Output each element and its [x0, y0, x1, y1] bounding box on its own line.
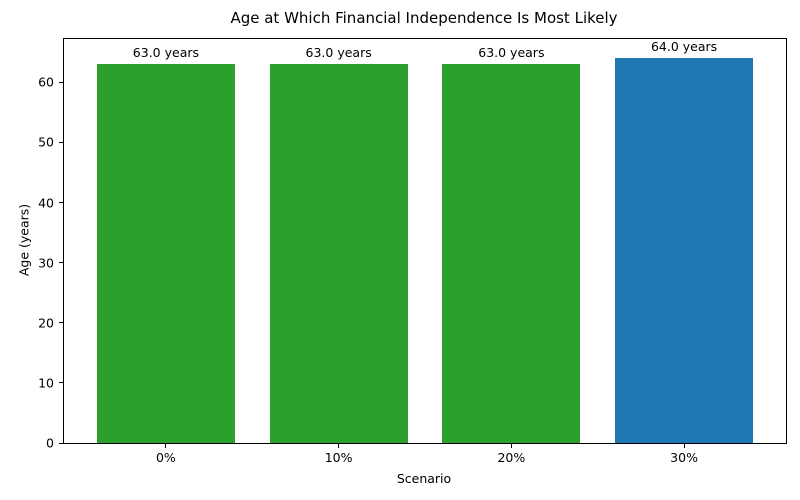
- bar-value-label: 63.0 years: [305, 45, 372, 61]
- bar-value-label: 63.0 years: [132, 45, 200, 61]
- y-tick-mark: [59, 382, 63, 384]
- x-tick-label: 30%: [670, 450, 698, 465]
- x-tick-mark: [338, 444, 340, 448]
- x-tick-mark: [165, 444, 167, 448]
- x-tick-mark: [683, 444, 685, 448]
- bar: [269, 64, 408, 443]
- chart-title: Age at Which Financial Independence Is M…: [230, 9, 618, 27]
- y-tick-label: 50: [38, 134, 54, 150]
- y-tick-mark: [59, 322, 63, 324]
- y-tick-mark: [59, 442, 63, 444]
- y-tick-mark: [59, 81, 63, 83]
- bar: [615, 58, 754, 443]
- x-tick-label: 20%: [497, 450, 526, 465]
- plot-area: 0 10 20 30 40 50 60 63.0 years 0% 63.0 years 10% 63…: [38, 38, 787, 465]
- y-tick-label: 40: [38, 195, 54, 211]
- bar-value-label: 63.0 years: [478, 45, 545, 61]
- y-tick-label: 60: [38, 74, 54, 90]
- y-tick-label: 10: [38, 375, 54, 391]
- y-tick-label: 30: [38, 255, 54, 271]
- y-tick-mark: [59, 141, 63, 143]
- y-tick-label: 20: [38, 315, 54, 331]
- bar-value-label: 64.0 years: [650, 39, 718, 55]
- y-tick-mark: [59, 262, 63, 264]
- x-tick-label: 10%: [324, 450, 353, 465]
- y-tick-label: 0: [46, 435, 54, 451]
- bar: [442, 64, 581, 443]
- x-tick-label: 0%: [155, 450, 176, 465]
- x-axis-label: Scenario: [396, 471, 452, 486]
- bar: [96, 64, 235, 443]
- x-tick-mark: [510, 444, 512, 448]
- y-tick-mark: [59, 202, 63, 204]
